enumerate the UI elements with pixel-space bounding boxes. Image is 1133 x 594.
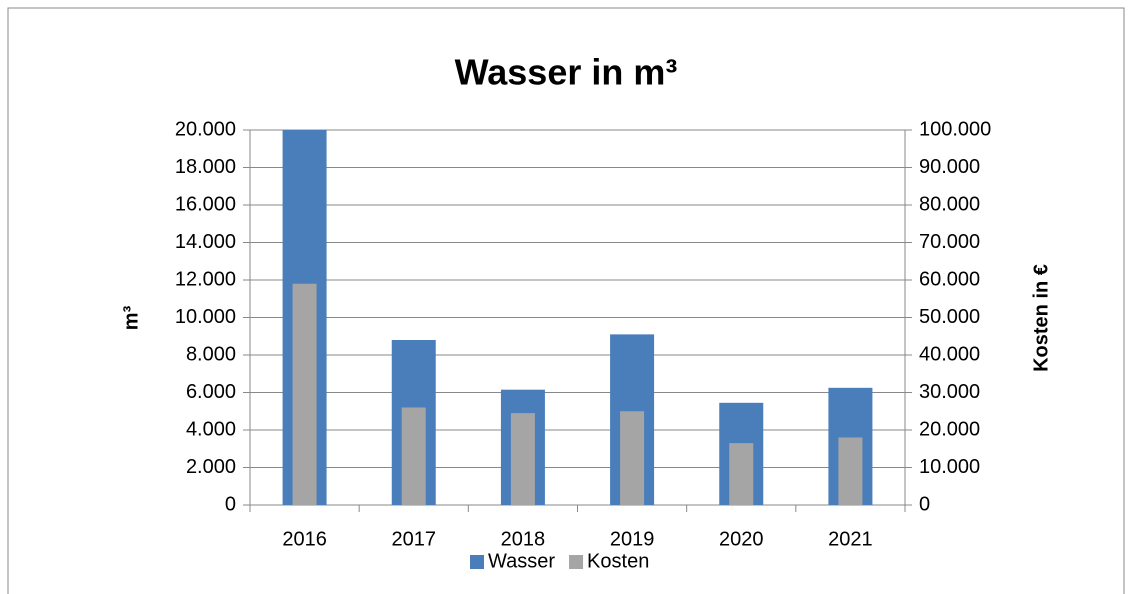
y2-tick-label: 0 [919, 493, 930, 515]
y2-tick-label: 70.000 [919, 231, 980, 253]
y-tick-label: 0 [225, 493, 236, 515]
y2-tick-label: 90.000 [919, 156, 980, 178]
y2-tick-label: 30.000 [919, 381, 980, 403]
y2-tick-label: 50.000 [919, 306, 980, 328]
y2-tick-label: 60.000 [919, 268, 980, 290]
chart-frame [7, 7, 1125, 594]
legend-swatch [470, 555, 484, 569]
x-tick-label: 2017 [392, 528, 437, 550]
y-tick-label: 12.000 [175, 268, 236, 290]
bar [838, 437, 863, 505]
y-tick-label: 2.000 [186, 456, 236, 478]
x-tick-label: 2018 [501, 528, 546, 550]
x-tick-label: 2016 [282, 528, 327, 550]
chart-title: Wasser in m³ [455, 52, 678, 93]
y-tick-label: 18.000 [175, 156, 236, 178]
y2-tick-label: 20.000 [919, 418, 980, 440]
y2-tick-label: 40.000 [919, 343, 980, 365]
y-tick-label: 6.000 [186, 381, 236, 403]
bar [620, 411, 645, 505]
y2-tick-label: 100.000 [919, 118, 991, 140]
y-tick-label: 4.000 [186, 418, 236, 440]
bar [510, 413, 535, 505]
y-tick-label: 20.000 [175, 118, 236, 140]
y-axis-title: m³ [120, 305, 142, 330]
y-tick-label: 14.000 [175, 231, 236, 253]
y2-tick-label: 80.000 [919, 193, 980, 215]
y-tick-label: 16.000 [175, 193, 236, 215]
y-tick-label: 8.000 [186, 343, 236, 365]
legend-swatch [569, 555, 584, 569]
x-tick-label: 2020 [719, 528, 764, 550]
bar [401, 407, 426, 505]
bar [292, 283, 317, 505]
y2-tick-label: 10.000 [919, 456, 980, 478]
x-tick-label: 2021 [828, 528, 873, 550]
y-tick-label: 10.000 [175, 306, 236, 328]
legend-label: Wasser [488, 550, 555, 572]
x-tick-label: 2019 [610, 528, 655, 550]
bar [729, 443, 754, 505]
legend-label: Kosten [587, 550, 649, 572]
y2-axis-title: Kosten in € [1030, 264, 1052, 372]
